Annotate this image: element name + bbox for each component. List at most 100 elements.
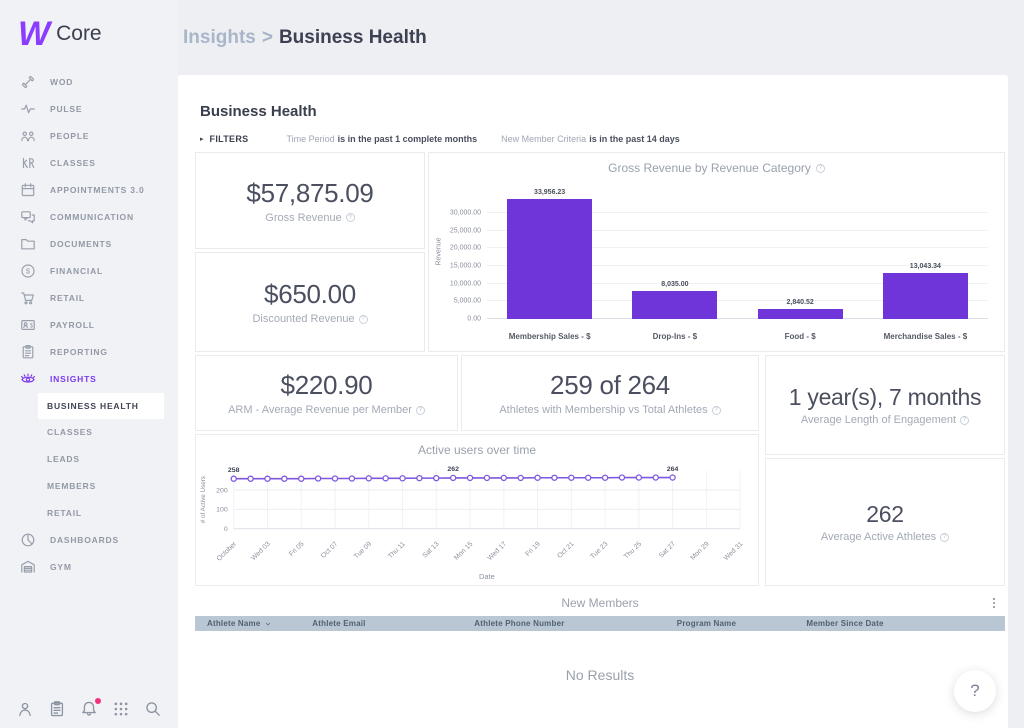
- info-icon[interactable]: [358, 314, 368, 324]
- bar-plot: 0.00 5,000.00 10,000.00 15,000.00 20,000.00 2…: [450, 189, 988, 323]
- svg-text:Mon 29: Mon 29: [689, 541, 711, 562]
- kpi-value: $650.00: [264, 279, 356, 309]
- sidebar-subitem-classes[interactable]: CLASSES: [0, 419, 178, 446]
- kpi-label: Gross Revenue: [265, 212, 355, 224]
- bar-value-label: 8,035.00: [661, 280, 689, 288]
- active-users-chart: Active users over time 0 100 200 October Wed…: [195, 434, 759, 586]
- grid-icon[interactable]: [112, 700, 130, 718]
- svg-text:Oct 21: Oct 21: [556, 541, 576, 560]
- kebab-menu-icon[interactable]: [987, 595, 1001, 609]
- info-icon[interactable]: [345, 213, 355, 222]
- bar-drop-ins[interactable]: 8,035.00: [612, 199, 737, 319]
- bar: [632, 290, 718, 319]
- sidebar-subitem-leads[interactable]: LEADS: [0, 446, 178, 473]
- bar: [757, 308, 843, 319]
- kpi-value: $220.90: [280, 370, 373, 400]
- sidebar-item-dashboards[interactable]: DASHBOARDS: [0, 527, 178, 554]
- sidebar-subitem-retail[interactable]: RETAIL: [0, 500, 178, 527]
- sidebar-subitem-label: MEMBERS: [47, 481, 97, 492]
- help-button[interactable]: ?: [954, 670, 996, 712]
- sidebar-item-label: COMMUNICATION: [50, 212, 134, 223]
- svg-text:Fri 19: Fri 19: [524, 541, 542, 558]
- svg-text:October: October: [216, 540, 239, 562]
- sidebar-item-label: DOCUMENTS: [50, 239, 112, 250]
- svg-text:$: $: [30, 324, 34, 330]
- bar-membership-sales[interactable]: 33,956.23: [487, 189, 612, 319]
- table-title-row: New Members: [195, 592, 1005, 616]
- column-header-athlete-name[interactable]: Athlete Name: [195, 619, 300, 628]
- bar-value-label: 33,956.23: [534, 189, 566, 197]
- figures-icon: [20, 155, 37, 171]
- sidebar-item-communication[interactable]: COMMUNICATION: [0, 204, 178, 231]
- sidebar-item-financial[interactable]: $ FINANCIAL: [0, 258, 178, 285]
- folder-icon: [20, 236, 37, 252]
- column-header-member-since-date[interactable]: Member Since Date: [806, 619, 884, 628]
- sidebar-item-appointments-3-0[interactable]: APPOINTMENTS 3.0: [0, 177, 178, 204]
- payroll-icon: $: [20, 317, 37, 333]
- bar-category-label: Drop-Ins - $: [652, 332, 698, 341]
- column-header-athlete-phone-number[interactable]: Athlete Phone Number: [474, 619, 565, 628]
- bar-food[interactable]: 2,840.52: [738, 199, 863, 319]
- content-panel: Business Health ▸ FILTERS Time Period is …: [178, 75, 1008, 728]
- sidebar-subitem-business-health[interactable]: BUSINESS HEALTH: [38, 392, 164, 419]
- svg-text:Oct 07: Oct 07: [320, 541, 340, 560]
- column-header-athlete-email[interactable]: Athlete Email: [312, 619, 366, 628]
- kpi-label: Athletes with Membership vs Total Athlet…: [499, 404, 721, 416]
- table-title: New Members: [561, 596, 639, 610]
- svg-text:Fri 05: Fri 05: [288, 541, 306, 558]
- sidebar-subitem-label: LEADS: [47, 454, 80, 465]
- info-icon[interactable]: [815, 163, 825, 173]
- kpi-label: Average Active Athletes: [821, 531, 950, 543]
- sidebar-item-retail[interactable]: RETAIL: [0, 285, 178, 312]
- clipboard-icon[interactable]: [48, 700, 66, 718]
- kpi-arm: $220.90 ARM - Average Revenue per Member: [195, 355, 458, 431]
- kpi-discounted-revenue: $650.00 Discounted Revenue: [195, 252, 425, 352]
- expand-arrow-icon: ▸: [200, 136, 204, 143]
- kpi-cards-grid: $57,875.09 Gross Revenue $650.00 Discoun…: [195, 152, 1005, 588]
- sidebar-item-documents[interactable]: DOCUMENTS: [0, 231, 178, 258]
- bar-category-label: Merchandise Sales - $: [883, 332, 968, 341]
- calendar-icon: [20, 182, 37, 198]
- sidebar-item-people[interactable]: PEOPLE: [0, 123, 178, 150]
- filters-label: FILTERS: [209, 134, 249, 144]
- sidebar-item-label: RETAIL: [50, 293, 85, 304]
- svg-text:Date: Date: [479, 572, 495, 581]
- info-icon[interactable]: [711, 405, 721, 415]
- svg-text:264: 264: [667, 466, 679, 473]
- sort-chevron-down-icon: [264, 620, 272, 628]
- sidebar-item-payroll[interactable]: $ PAYROLL: [0, 312, 178, 339]
- info-icon[interactable]: [940, 532, 950, 542]
- bar-value-label: 13,043.34: [909, 262, 941, 270]
- sidebar-item-classes[interactable]: CLASSES: [0, 150, 178, 177]
- bar-merchandise-sales[interactable]: 13,043.34: [863, 199, 988, 319]
- sidebar-subitem-members[interactable]: MEMBERS: [0, 473, 178, 500]
- table-header: Athlete Name Athlete Email Athlete Phone N…: [195, 616, 1005, 631]
- info-icon[interactable]: [415, 405, 425, 415]
- svg-text:Mon 15: Mon 15: [453, 541, 475, 562]
- info-icon[interactable]: [960, 415, 970, 425]
- app-logo[interactable]: W Core: [0, 0, 178, 61]
- chat-icon: [20, 209, 37, 225]
- line-chart-plot: 0 100 200 October Wed 03 Fri 05 Oct 07 Tue 09 Th…: [196, 457, 756, 583]
- bar-category-label: Membership Sales - $: [508, 332, 591, 341]
- sidebar-item-insights[interactable]: INSIGHTS: [0, 366, 178, 393]
- clipboard-icon: [20, 344, 37, 360]
- sidebar-subitem-label: RETAIL: [47, 508, 82, 519]
- dumbbell-icon: [20, 74, 37, 90]
- breadcrumb-parent[interactable]: Insights: [183, 26, 256, 48]
- sidebar-item-gym[interactable]: GYM: [0, 554, 178, 581]
- sidebar-item-wod[interactable]: WOD: [0, 69, 178, 96]
- logo-w-icon: W: [18, 15, 50, 53]
- logo-text: Core: [56, 22, 102, 46]
- sidebar-item-reporting[interactable]: REPORTING: [0, 339, 178, 366]
- kpi-value: 262: [866, 501, 904, 527]
- sidebar-item-label: CLASSES: [50, 158, 96, 169]
- bar: [882, 272, 968, 319]
- column-header-program-name[interactable]: Program Name: [676, 619, 737, 628]
- search-icon[interactable]: [144, 700, 162, 718]
- sidebar-item-pulse[interactable]: PULSE: [0, 96, 178, 123]
- filters-bar[interactable]: ▸ FILTERS Time Period is in the past 1 co…: [200, 134, 1005, 144]
- person-icon[interactable]: [16, 700, 34, 718]
- eye-icon: [20, 371, 37, 387]
- bell-icon[interactable]: [80, 698, 101, 718]
